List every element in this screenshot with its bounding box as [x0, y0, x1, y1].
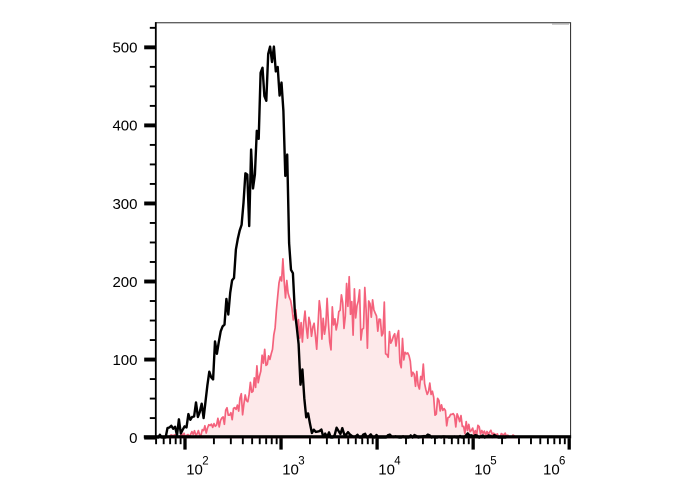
- svg-text:10: 10: [186, 461, 203, 478]
- svg-text:100: 100: [112, 352, 137, 369]
- svg-text:2: 2: [202, 455, 208, 467]
- svg-text:10: 10: [282, 461, 299, 478]
- svg-text:6: 6: [559, 455, 565, 467]
- svg-text:10: 10: [378, 461, 395, 478]
- svg-text:300: 300: [112, 196, 137, 213]
- svg-text:400: 400: [112, 118, 137, 135]
- svg-text:3: 3: [298, 455, 304, 467]
- svg-text:0: 0: [129, 430, 137, 447]
- svg-text:200: 200: [112, 274, 137, 291]
- svg-text:10: 10: [543, 461, 560, 478]
- svg-text:5: 5: [490, 455, 496, 467]
- svg-text:10: 10: [474, 461, 491, 478]
- svg-text:4: 4: [394, 455, 401, 467]
- svg-text:500: 500: [112, 40, 137, 57]
